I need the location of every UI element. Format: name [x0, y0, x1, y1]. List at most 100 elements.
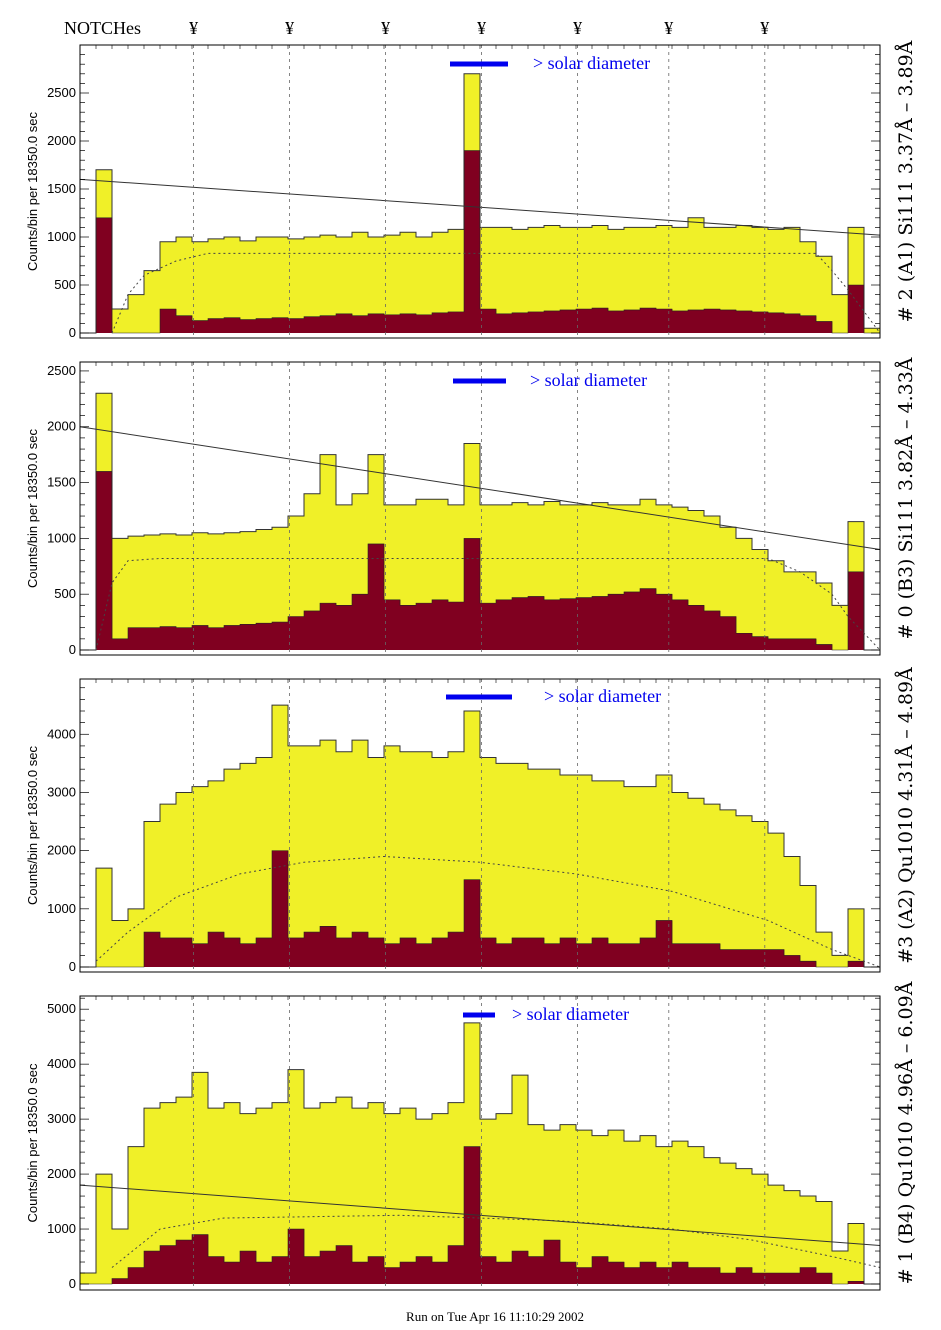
notch-marker: ¥ — [664, 18, 673, 38]
subset-bin — [336, 313, 353, 333]
subset-bin — [272, 317, 289, 333]
total-bin — [864, 328, 881, 333]
total-bin — [544, 769, 561, 967]
solar-diameter-label: > solar diameter — [533, 53, 650, 73]
y-tick-label: 4000 — [47, 726, 76, 741]
total-bin — [752, 821, 769, 967]
subset-bin — [432, 599, 449, 650]
solar-diameter-label: > solar diameter — [530, 370, 647, 390]
subset-outline — [80, 1146, 880, 1285]
subset-bin — [336, 937, 353, 967]
total-bin — [272, 1102, 289, 1284]
subset-bin — [784, 313, 801, 333]
subset-bin — [560, 309, 577, 333]
total-bin — [576, 775, 593, 967]
subset-bin — [144, 627, 161, 650]
subset-bin — [752, 636, 769, 650]
subset-bin — [368, 1256, 385, 1284]
subset-bin — [800, 638, 817, 650]
subset-bin — [816, 644, 833, 650]
subset-bin — [272, 850, 289, 967]
total-bin — [368, 757, 385, 967]
total-bin — [224, 237, 241, 333]
subset-bin — [544, 943, 561, 967]
subset-bin — [576, 309, 593, 333]
total-bin — [240, 531, 257, 650]
total-bin — [256, 1108, 273, 1284]
subset-bin — [784, 638, 801, 650]
total-bin — [128, 294, 145, 333]
total-bin — [112, 538, 129, 650]
subset-bin — [464, 1146, 481, 1284]
total-bin — [144, 821, 161, 967]
subset-bin — [320, 926, 337, 967]
subset-bin — [512, 597, 529, 650]
subset-bin — [672, 599, 689, 650]
subset-bin — [384, 1267, 401, 1284]
subset-bin — [240, 1251, 257, 1284]
total-bin — [320, 1102, 337, 1284]
subset-bin — [656, 1267, 673, 1284]
subset-bin — [720, 1273, 737, 1284]
notch-marker: ¥ — [381, 18, 390, 38]
subset-bin — [304, 932, 321, 967]
total-bin — [528, 1124, 545, 1284]
total-bin — [704, 227, 721, 333]
subset-bin — [512, 312, 529, 333]
total-bin — [192, 241, 209, 333]
total-bin — [784, 571, 801, 650]
y-tick-label: 3000 — [47, 1111, 76, 1126]
subset-bin — [224, 1262, 241, 1284]
total-bin — [704, 1157, 721, 1284]
subset-bin — [288, 1229, 305, 1284]
total-bin — [416, 237, 433, 333]
total-bin — [208, 1108, 225, 1284]
subset-bin — [96, 217, 113, 333]
subset-bin — [848, 571, 865, 650]
subset-bin — [592, 937, 609, 967]
subset-bin — [768, 949, 785, 967]
subset-bin — [160, 1245, 177, 1284]
total-bin — [448, 1102, 465, 1284]
subset-bin — [448, 1245, 465, 1284]
total-bin — [240, 1113, 257, 1284]
subset-bin — [256, 1262, 273, 1284]
subset-bin — [720, 309, 737, 333]
total-bin — [176, 535, 193, 650]
total-bin — [768, 229, 785, 333]
subset-bin — [736, 310, 753, 333]
total-bin — [704, 804, 721, 967]
subset-bin — [192, 320, 209, 333]
subset-bin — [304, 316, 321, 333]
subset-bin — [416, 943, 433, 967]
notch-marker: ¥ — [477, 18, 486, 38]
subset-bin — [176, 627, 193, 650]
subset-bin — [640, 937, 657, 967]
subset-bin — [496, 313, 513, 333]
total-bin — [512, 1075, 529, 1284]
total-bin — [800, 241, 817, 333]
subset-bin — [528, 596, 545, 650]
subset-bin — [432, 937, 449, 967]
subset-bin — [656, 309, 673, 333]
y-tick-label: 1500 — [47, 181, 76, 196]
total-bin — [624, 1141, 641, 1284]
total-bin — [400, 1108, 417, 1284]
total-bin — [688, 798, 705, 967]
total-bin — [768, 560, 785, 650]
subset-bin — [432, 1262, 449, 1284]
run-timestamp: Run on Tue Apr 16 11:10:29 2002 — [406, 1309, 584, 1324]
total-bin — [608, 1130, 625, 1284]
subset-bin — [544, 310, 561, 333]
subset-bin — [496, 1262, 513, 1284]
total-bin — [128, 908, 145, 967]
y-tick-label: 3000 — [47, 784, 76, 799]
fit-line — [79, 178, 881, 236]
subset-bin — [128, 1267, 145, 1284]
total-bin — [80, 1273, 97, 1284]
total-bin — [784, 856, 801, 967]
subset-bin — [208, 318, 225, 333]
notches-label: NOTCHes — [64, 18, 141, 38]
subset-bin — [688, 309, 705, 333]
subset-bin — [736, 1267, 753, 1284]
